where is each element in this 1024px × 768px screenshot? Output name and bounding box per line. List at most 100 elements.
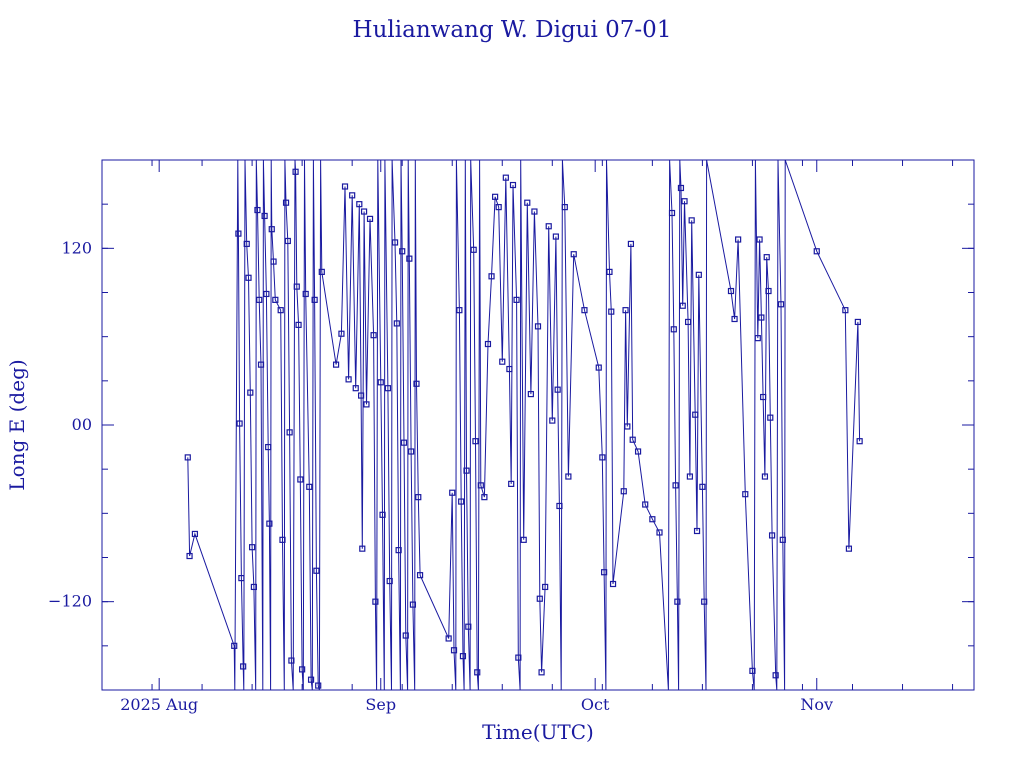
data-point [536,595,543,602]
data-point [456,307,463,314]
data-point [508,480,515,487]
data-point [552,233,559,240]
data-point [506,365,513,373]
data-point [282,199,290,206]
data-point [742,491,749,498]
data-point [565,473,572,480]
data-point [474,669,481,676]
data-point [813,248,820,255]
data-point [356,201,363,208]
data-point [240,663,247,670]
plot-frame [101,159,975,691]
data-point [495,204,502,211]
data-point [779,536,786,543]
data-point [338,330,345,337]
data-point [265,443,272,451]
y-axis-label: Long E (deg) [5,359,29,490]
data-point [272,296,279,303]
data-point [352,385,359,392]
data-point [677,184,685,192]
data-point [693,527,701,535]
data-point [520,536,527,543]
data-point [257,361,265,368]
data-point [767,414,774,421]
data-point [458,498,465,505]
data-point [763,254,770,261]
data-point [415,494,422,501]
data-point [318,268,325,275]
data-point [459,653,467,660]
data-point [400,439,408,446]
data-point [656,529,663,536]
data-point [402,632,409,639]
data-point [649,516,656,523]
data-point [695,271,702,278]
data-point [372,598,379,605]
data-point [463,467,470,474]
data-point [538,669,545,676]
data-point [295,321,302,328]
data-point [749,667,756,674]
data-point [413,380,420,387]
data-point [277,307,284,314]
data-point [524,199,531,206]
data-point [236,420,243,427]
data-point [243,240,250,248]
data-point [684,318,692,326]
data-point [634,448,642,455]
data-point [231,642,238,649]
data-point [268,226,275,233]
data-point [481,494,488,501]
data-point [768,532,776,539]
data-point [688,217,695,224]
data-point [777,301,785,308]
data-point [758,314,765,321]
data-point [727,287,735,295]
data-point [445,635,452,642]
data-point [527,390,534,398]
data-point [297,476,304,483]
data-point [629,436,636,443]
data-point [293,283,300,290]
series-group [184,160,863,690]
data-point [266,520,273,527]
data-point [692,411,699,418]
data-point [311,296,318,303]
data-point [854,318,861,326]
data-point [395,547,402,554]
data-point [686,473,693,480]
data-point [349,192,356,199]
data-point [761,473,769,480]
data-point [393,320,400,327]
data-point [672,482,679,489]
data-point [760,393,767,401]
x-tick-label: Sep [365,695,396,714]
data-point [609,580,617,588]
data-point [606,268,613,275]
data-point [642,501,649,508]
data-point [670,326,677,333]
data-point [542,583,549,591]
data-point [416,572,424,579]
data-point [556,502,563,510]
data-point [581,307,588,314]
data-point [765,287,772,295]
x-tick-label: 2025 Aug [120,695,198,714]
data-point [357,392,365,399]
axis-tick-labels: 2025 Aug Sep Oct Nov 120 00 −120 [48,238,833,714]
data-point [386,577,393,585]
y-tick-label: 00 [72,415,92,434]
data-point [248,544,256,551]
data-point [595,364,602,371]
data-point [384,385,392,392]
data-point [484,340,492,348]
data-point [674,598,681,605]
y-tick-label: −120 [48,592,92,611]
data-point [307,676,315,683]
data-point [856,438,863,445]
data-point [472,438,479,445]
data-point [509,181,517,189]
data-point [288,657,295,664]
data-point [608,308,615,315]
x-axis-label: Time(UTC) [482,720,594,744]
